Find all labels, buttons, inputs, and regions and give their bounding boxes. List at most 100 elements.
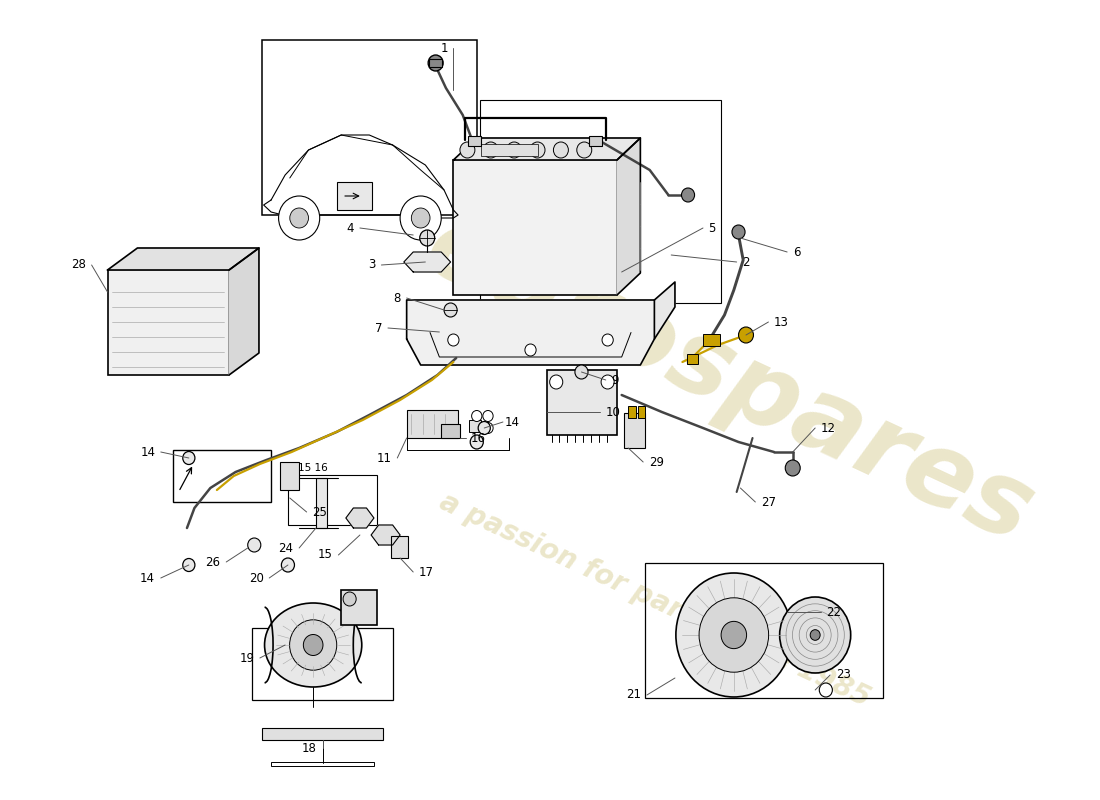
Circle shape [278,196,320,240]
Bar [341,590,376,625]
Circle shape [289,620,337,670]
Bar [108,270,229,375]
Polygon shape [371,525,400,545]
Circle shape [675,573,792,697]
Bar [638,406,645,418]
Bar [262,728,383,740]
Bar [429,59,442,67]
Bar [703,334,719,346]
Text: 5: 5 [708,222,716,234]
Polygon shape [345,508,374,528]
Bar [688,354,698,364]
Text: 17: 17 [419,566,433,578]
Text: 23: 23 [836,669,850,682]
Text: 14: 14 [140,446,155,458]
Bar [288,475,376,525]
Circle shape [682,188,694,202]
Text: 20: 20 [249,571,264,585]
Text: 19: 19 [240,651,254,665]
Text: 21: 21 [626,689,641,702]
Circle shape [732,225,745,239]
Text: a passion for parts since 1985: a passion for parts since 1985 [434,488,874,712]
Circle shape [602,334,613,346]
Polygon shape [407,300,654,365]
Text: 11: 11 [376,451,392,465]
Circle shape [289,208,308,228]
Ellipse shape [265,603,362,687]
Text: 25: 25 [312,506,327,518]
Circle shape [483,410,493,422]
Text: 14: 14 [505,415,520,429]
Circle shape [507,142,521,158]
Circle shape [601,375,614,389]
Polygon shape [229,248,258,375]
Bar [173,450,271,502]
Polygon shape [404,252,451,272]
Bar [547,370,617,435]
Circle shape [470,435,483,449]
Text: 8: 8 [394,291,402,305]
Text: 6: 6 [793,246,800,258]
Circle shape [460,142,475,158]
Text: 26: 26 [206,555,221,569]
Polygon shape [453,138,640,160]
Bar [645,563,883,698]
Bar [482,144,538,156]
Text: 14: 14 [140,571,154,585]
Circle shape [282,558,295,572]
Circle shape [576,142,592,158]
Circle shape [525,344,536,356]
Bar [407,410,458,438]
Circle shape [183,558,195,571]
Circle shape [700,598,769,672]
Circle shape [448,334,459,346]
Text: 10: 10 [606,406,620,418]
Text: 15: 15 [318,549,333,562]
Bar [628,406,636,418]
Polygon shape [654,282,675,339]
Text: 13: 13 [774,315,789,329]
Circle shape [472,410,482,422]
Circle shape [785,460,800,476]
Polygon shape [617,138,640,295]
Text: 4: 4 [346,222,354,234]
Bar [470,420,481,432]
Text: eurospares: eurospares [409,195,1049,565]
Circle shape [820,683,833,697]
Text: 1: 1 [440,42,448,54]
Text: 12: 12 [821,422,836,434]
Circle shape [483,422,493,434]
Bar [252,628,393,700]
Bar [453,160,617,295]
Circle shape [183,451,195,465]
Polygon shape [108,248,258,270]
Bar [280,462,299,490]
Text: 24: 24 [278,542,294,554]
Circle shape [304,634,323,655]
Bar [271,762,374,766]
Circle shape [428,55,443,71]
Text: 27: 27 [761,495,776,509]
Text: 15 16: 15 16 [298,463,328,473]
Circle shape [811,630,821,640]
Bar [441,424,460,438]
Circle shape [400,196,441,240]
Bar [390,536,408,558]
Bar [469,136,482,146]
Circle shape [575,365,589,379]
Bar [480,100,720,303]
Circle shape [478,422,491,434]
Circle shape [444,303,458,317]
Text: 9: 9 [612,374,619,386]
Text: 29: 29 [649,455,663,469]
Text: 18: 18 [302,742,317,754]
Circle shape [483,142,498,158]
Circle shape [738,327,754,343]
Text: 22: 22 [826,606,842,618]
Bar [337,182,372,210]
Text: 3: 3 [368,258,376,271]
Text: 2: 2 [742,255,750,269]
Text: 28: 28 [72,258,86,271]
Circle shape [780,597,850,673]
Circle shape [411,208,430,228]
